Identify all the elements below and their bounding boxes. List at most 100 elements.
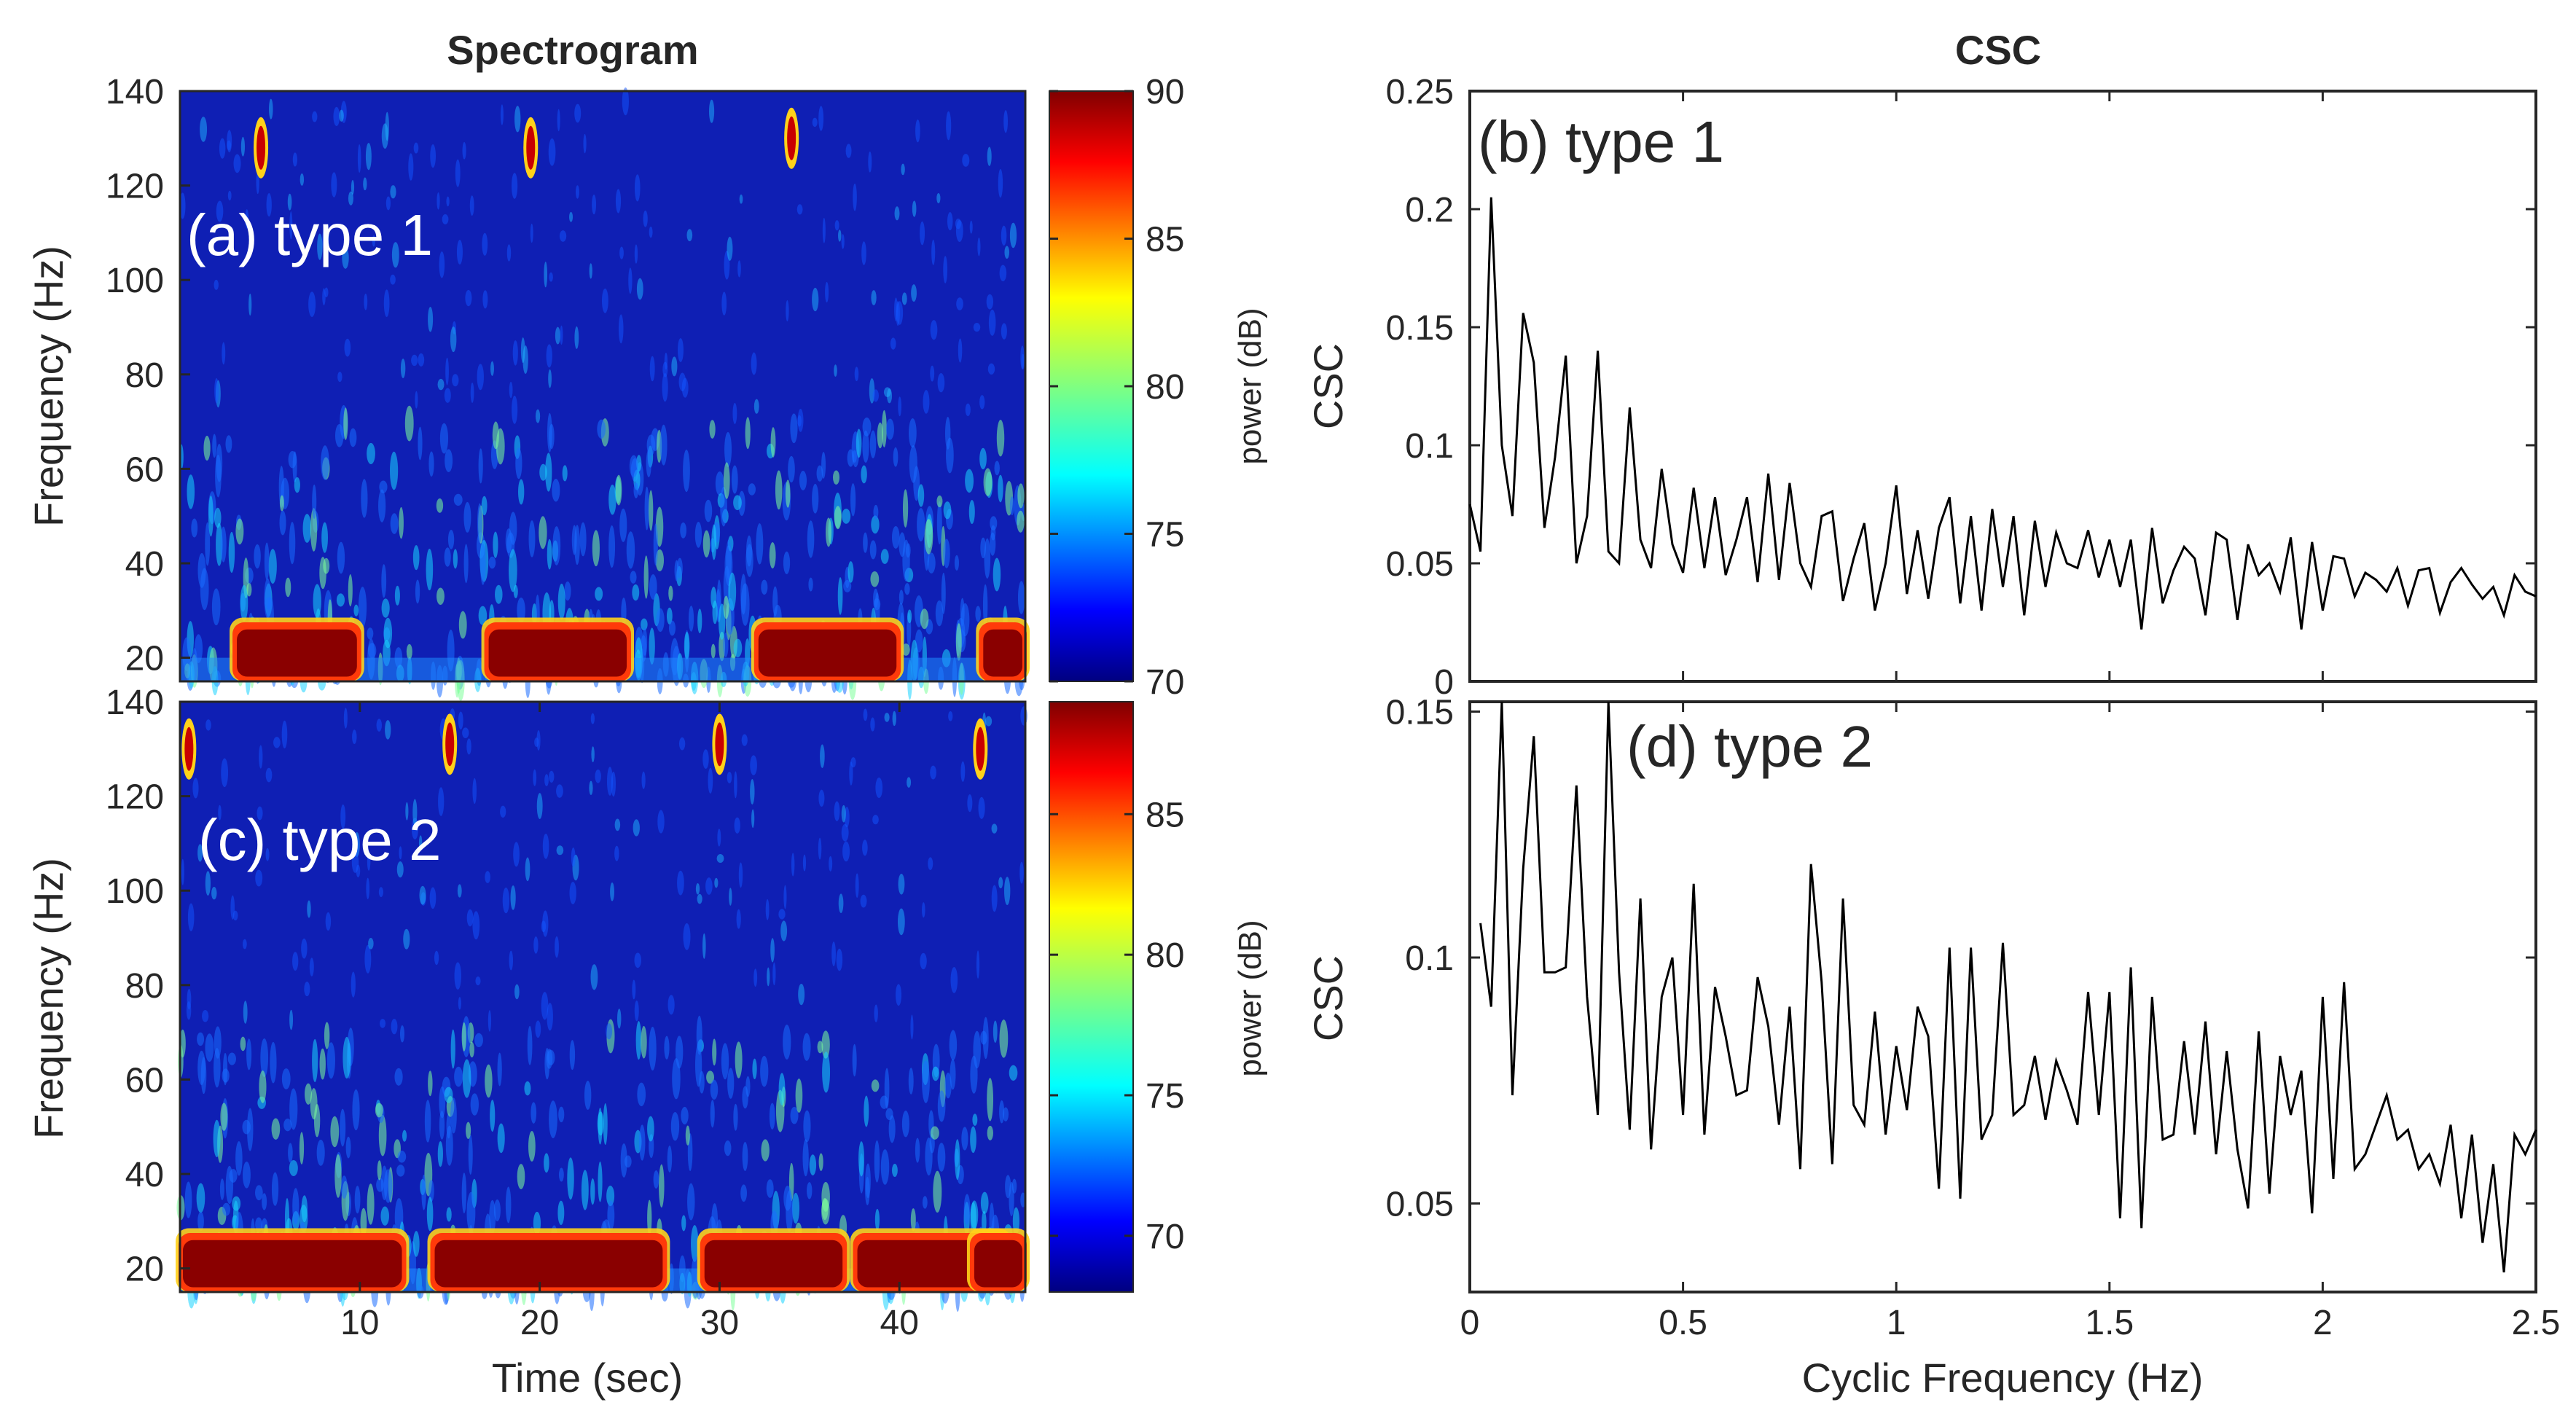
spectral-speckle: [533, 769, 537, 786]
spectral-speckle: [751, 809, 755, 829]
spectral-speckle: [778, 1073, 786, 1106]
spectral-speckle: [637, 1082, 646, 1107]
spectral-speckle: [614, 818, 621, 831]
spectral-speckle: [723, 633, 729, 658]
spectral-speckle: [649, 226, 653, 238]
spectral-speckle: [947, 212, 953, 231]
spectral-speckle: [488, 556, 496, 569]
spectral-speckle: [1019, 861, 1024, 884]
xtick-label: 2.5: [2512, 1304, 2561, 1342]
spectral-speckle: [619, 246, 624, 259]
spectral-speckle: [920, 952, 927, 970]
spectral-speckle: [255, 869, 263, 887]
spectral-speckle: [200, 568, 209, 611]
spectral-speckle: [965, 403, 971, 417]
spectral-speckle: [192, 778, 199, 799]
spectral-speckle: [897, 908, 905, 936]
spectral-speckle: [367, 442, 375, 465]
spectral-speckle: [421, 1174, 426, 1210]
spectral-speckle: [841, 823, 849, 842]
spectral-speckle: [549, 1100, 557, 1138]
spectral-speckle: [858, 1141, 865, 1177]
spectral-speckle: [396, 1164, 405, 1177]
ytick-label: 120: [106, 778, 164, 817]
spectral-speckle: [590, 713, 595, 724]
spectral-speckle: [752, 1058, 757, 1080]
spectral-speckle: [214, 377, 219, 404]
spectral-speckle: [894, 206, 900, 221]
spectral-speckle: [216, 444, 223, 482]
spectral-speckle: [791, 853, 795, 877]
spectral-speckle: [339, 109, 344, 122]
xticks-c: 10 20 30 40: [340, 702, 919, 1342]
spectral-speckle: [205, 1033, 214, 1062]
spectral-speckle: [463, 544, 469, 584]
spectral-speckle: [415, 579, 420, 604]
spectral-speckle: [533, 936, 539, 954]
spectral-speckle: [439, 1111, 445, 1140]
spectral-speckle: [841, 234, 845, 249]
spectral-speckle: [383, 617, 393, 649]
spectral-speckle: [1012, 1207, 1019, 1235]
spectral-speckle: [536, 729, 541, 751]
spectral-speckle: [289, 522, 296, 565]
spectral-speckle: [200, 117, 208, 142]
spectral-speckle: [225, 435, 232, 453]
spectral-speckle: [406, 643, 412, 660]
spectral-speckle: [705, 877, 713, 895]
spectral-speckle: [999, 265, 1007, 282]
spectral-speckle: [911, 284, 917, 302]
spectral-speckle: [610, 882, 614, 901]
spectral-speckle: [352, 834, 359, 857]
spectral-speckle: [861, 241, 866, 265]
spectral-speckle: [466, 909, 474, 927]
spectral-speckle: [268, 98, 273, 120]
spectral-speckle: [316, 1139, 325, 1166]
spectral-speckle: [213, 1119, 221, 1157]
spectral-speckle: [597, 1111, 604, 1136]
spectral-speckle: [733, 638, 743, 658]
spectral-speckle: [313, 584, 321, 619]
spectral-speckle: [390, 513, 399, 534]
spectral-speckle: [954, 555, 960, 571]
spectral-speckle: [641, 771, 646, 789]
spectral-speckle: [477, 503, 482, 543]
spectral-speckle: [445, 1125, 453, 1166]
spectral-speckle: [411, 354, 418, 367]
spectral-speckle: [539, 516, 547, 549]
spectral-speckle: [845, 144, 852, 158]
spectral-speckle: [642, 627, 648, 656]
spectral-speckle: [574, 103, 582, 123]
spectral-speckle: [436, 498, 444, 513]
spectral-speckle: [1001, 225, 1007, 246]
spectral-speckle: [772, 962, 776, 986]
spectral-speckle: [535, 1020, 541, 1038]
spectral-speckle: [372, 235, 376, 247]
spectral-speckle: [736, 909, 741, 929]
spectral-speckle: [437, 1141, 443, 1167]
hf-event: [257, 125, 266, 170]
spectral-speckle: [769, 1103, 775, 1130]
spectral-speckle: [478, 606, 488, 625]
spectral-speckle: [826, 517, 832, 547]
spectral-speckle: [834, 220, 839, 231]
spectral-speckle: [202, 1009, 209, 1022]
spectral-speckle: [936, 501, 942, 544]
spectral-speckle: [562, 465, 568, 482]
spectral-speckle: [287, 193, 292, 211]
spectral-speckle: [564, 581, 571, 601]
spectral-speckle: [993, 1020, 998, 1044]
spectral-speckle: [630, 571, 637, 584]
hf-event: [445, 722, 455, 767]
spectral-speckle: [739, 194, 743, 204]
spectral-speckle: [574, 525, 580, 565]
spectral-speckle: [666, 607, 673, 625]
spectral-speckle: [852, 1044, 857, 1077]
spectral-speckle: [419, 885, 426, 905]
spectral-speckle: [821, 452, 826, 479]
spectral-speckle: [831, 942, 836, 967]
spectral-speckle: [783, 1185, 792, 1211]
spectral-speckle: [925, 1137, 933, 1176]
spectral-speckle: [979, 447, 987, 470]
spectral-speckle: [579, 522, 587, 557]
